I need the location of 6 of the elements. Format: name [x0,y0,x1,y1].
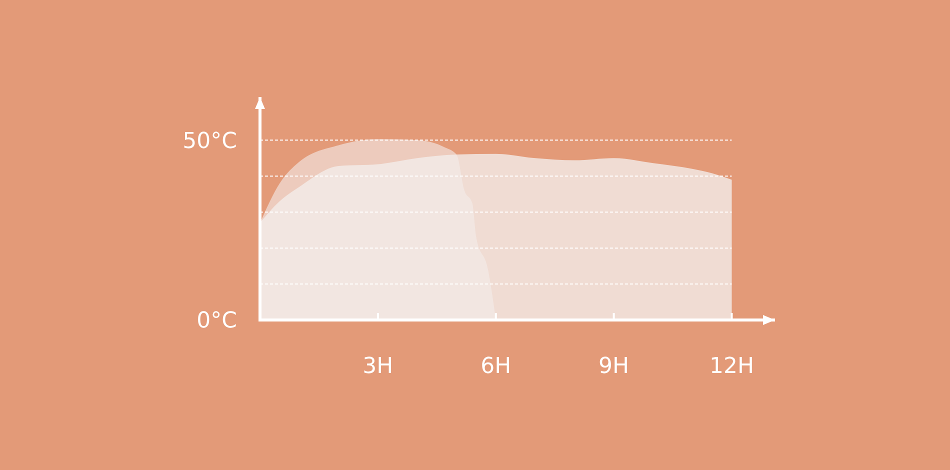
y-tick-label: 0°C [196,308,237,334]
x-tick-label: 9H [598,354,630,379]
x-tick-label: 6H [480,354,512,379]
x-tick-label: 3H [362,354,394,379]
y-tick-label: 50°C [182,128,237,154]
x-tick-label: 12H [709,354,754,379]
